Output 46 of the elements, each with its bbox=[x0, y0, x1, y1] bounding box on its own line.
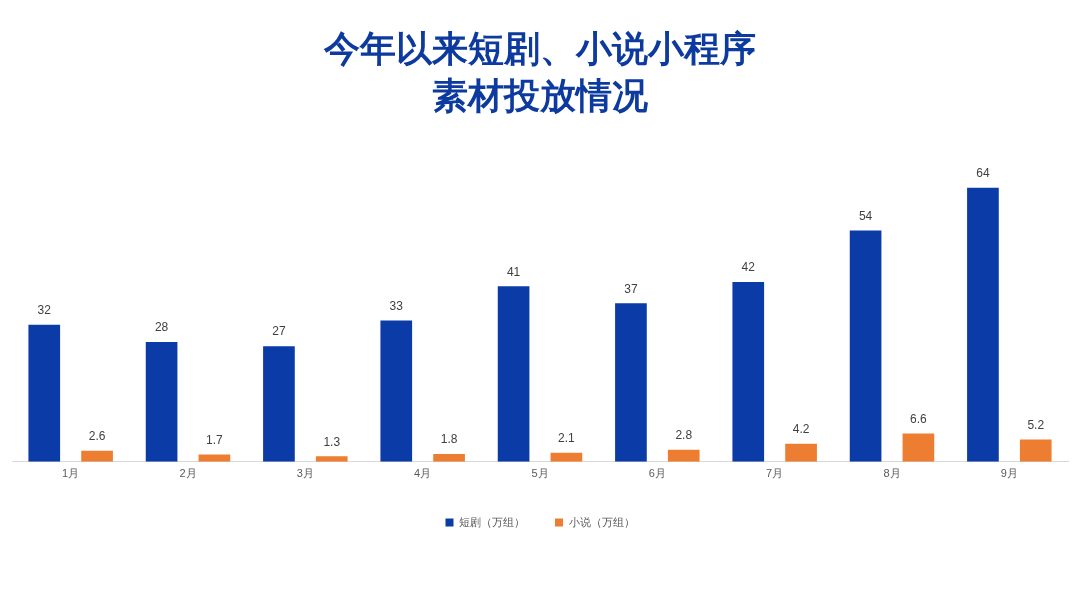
data-label: 2.8 bbox=[675, 428, 693, 443]
data-label: 28 bbox=[154, 320, 169, 335]
data-label: 33 bbox=[389, 298, 404, 313]
legend-label: 短剧（万组） bbox=[459, 515, 525, 528]
data-label: 4.2 bbox=[792, 422, 810, 437]
x-tick-label: 4月 bbox=[414, 467, 432, 480]
x-tick-label: 3月 bbox=[296, 467, 314, 480]
bar bbox=[785, 443, 817, 462]
data-label: 6.6 bbox=[910, 411, 928, 426]
data-label: 2.1 bbox=[558, 431, 576, 446]
x-tick-label: 8月 bbox=[883, 467, 901, 480]
bar bbox=[81, 450, 113, 462]
x-tick-label: 7月 bbox=[766, 467, 784, 480]
x-tick-label: 9月 bbox=[1000, 467, 1018, 480]
data-label: 42 bbox=[741, 260, 756, 275]
bar bbox=[615, 303, 647, 462]
bar bbox=[732, 281, 765, 462]
bar bbox=[315, 456, 348, 462]
x-tick-label: 6月 bbox=[648, 467, 666, 480]
x-tick-label: 1月 bbox=[62, 467, 80, 480]
bar bbox=[902, 433, 935, 462]
bar bbox=[263, 346, 295, 462]
bar bbox=[849, 230, 882, 462]
x-tick-label: 2月 bbox=[179, 467, 197, 480]
bar bbox=[433, 454, 465, 462]
bar bbox=[497, 286, 530, 462]
bar bbox=[967, 187, 999, 462]
data-label: 41 bbox=[506, 264, 521, 279]
bar bbox=[28, 324, 61, 462]
data-label: 27 bbox=[272, 324, 286, 339]
bar bbox=[1019, 439, 1052, 462]
data-label: 37 bbox=[624, 281, 638, 296]
data-label: 64 bbox=[976, 166, 990, 181]
chart-title: 今年以来短剧、小说小程序素材投放情况 bbox=[323, 27, 757, 118]
bar bbox=[145, 341, 178, 462]
legend-label: 小说（万组） bbox=[568, 515, 635, 528]
bar bbox=[380, 320, 413, 462]
bar bbox=[667, 449, 700, 462]
data-label: 54 bbox=[858, 208, 873, 223]
data-label: 2.6 bbox=[88, 428, 106, 443]
data-label: 1.7 bbox=[206, 432, 224, 447]
data-label: 1.3 bbox=[323, 434, 341, 449]
data-label: 32 bbox=[37, 303, 52, 318]
data-label: 1.8 bbox=[440, 432, 458, 447]
x-tick-label: 5月 bbox=[531, 467, 549, 480]
data-label: 5.2 bbox=[1027, 417, 1045, 432]
